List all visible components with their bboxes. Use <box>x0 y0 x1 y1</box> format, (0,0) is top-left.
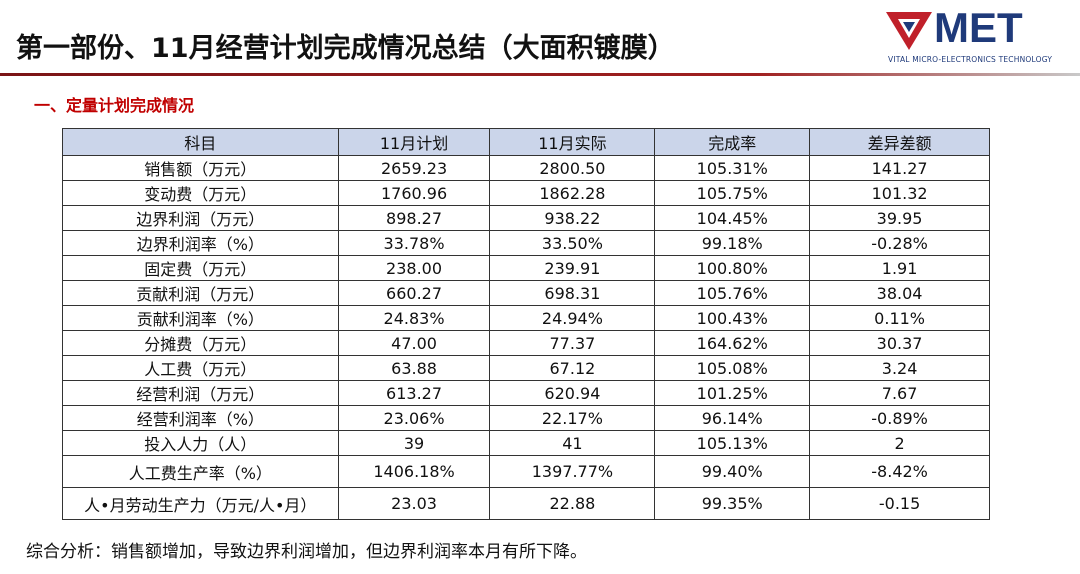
table-cell: 22.17% <box>489 405 656 431</box>
table-cell: 人工费（万元） <box>62 355 339 381</box>
table-cell: 经营利润率（%） <box>62 405 339 431</box>
table-cell: 7.67 <box>809 380 990 406</box>
table-cell: 23.03 <box>337 487 491 520</box>
table-cell: 938.22 <box>489 205 656 231</box>
table-cell: 人•月劳动生产力（万元/人•月） <box>62 487 339 520</box>
table-cell: 2659.23 <box>337 155 491 181</box>
table-cell: 分摊费（万元） <box>62 330 339 356</box>
table-row: 经营利润率（%） 23.06% 22.17% 96.14% -0.89% <box>62 405 990 431</box>
table-cell: 100.43% <box>654 305 811 331</box>
table-cell: 24.83% <box>337 305 491 331</box>
title-rule <box>0 73 1080 76</box>
table-cell: 39 <box>337 430 491 456</box>
column-header: 11月计划 <box>337 128 491 156</box>
table-cell: 105.76% <box>654 280 811 306</box>
table-row: 贡献利润率（%） 24.83% 24.94% 100.43% 0.11% <box>62 305 990 331</box>
table-cell: 620.94 <box>489 380 656 406</box>
logo-tagline: VITAL MICRO-ELECTRONICS TECHNOLOGY <box>888 55 1053 64</box>
table-cell: 投入人力（人） <box>62 430 339 456</box>
table-cell: 660.27 <box>337 280 491 306</box>
table-cell: 贡献利润（万元） <box>62 280 339 306</box>
logo-mark <box>886 12 932 50</box>
table-cell: -0.15 <box>809 487 990 520</box>
table-cell: 47.00 <box>337 330 491 356</box>
table-cell: 77.37 <box>489 330 656 356</box>
table-cell: 贡献利润率（%） <box>62 305 339 331</box>
logo-text: MET <box>934 4 1023 51</box>
table-cell: 固定费（万元） <box>62 255 339 281</box>
table-row: 边界利润（万元） 898.27 938.22 104.45% 39.95 <box>62 205 990 231</box>
column-header: 科目 <box>62 128 339 156</box>
table-cell: 22.88 <box>489 487 656 520</box>
table-cell: 100.80% <box>654 255 811 281</box>
table-row: 销售额（万元） 2659.23 2800.50 105.31% 141.27 <box>62 155 990 181</box>
table-cell: 23.06% <box>337 405 491 431</box>
table-cell: 经营利润（万元） <box>62 380 339 406</box>
table-row: 边界利润率（%） 33.78% 33.50% 99.18% -0.28% <box>62 230 990 256</box>
table-cell: 33.50% <box>489 230 656 256</box>
table-cell: 1397.77% <box>489 455 656 488</box>
table-row: 分摊费（万元） 47.00 77.37 164.62% 30.37 <box>62 330 990 356</box>
table-cell: 105.75% <box>654 180 811 206</box>
table-cell: 41 <box>489 430 656 456</box>
table-cell: 99.35% <box>654 487 811 520</box>
table-cell: 1.91 <box>809 255 990 281</box>
table-cell: 人工费生产率（%） <box>62 455 339 488</box>
table-cell: 104.45% <box>654 205 811 231</box>
table-cell: 238.00 <box>337 255 491 281</box>
table-row: 变动费（万元） 1760.96 1862.28 105.75% 101.32 <box>62 180 990 206</box>
table-cell: 239.91 <box>489 255 656 281</box>
table-cell: 2800.50 <box>489 155 656 181</box>
table-cell: 613.27 <box>337 380 491 406</box>
table-cell: 变动费（万元） <box>62 180 339 206</box>
table-cell: 2 <box>809 430 990 456</box>
table-cell: 99.40% <box>654 455 811 488</box>
plan-table: 科目 11月计划 11月实际 完成率 差异差额 销售额（万元） 2659.23 2800.50… <box>62 128 990 520</box>
table-row: 人工费（万元） 63.88 67.12 105.08% 3.24 <box>62 355 990 381</box>
table-cell: 1862.28 <box>489 180 656 206</box>
table-cell: 96.14% <box>654 405 811 431</box>
column-header: 完成率 <box>654 128 811 156</box>
table-cell: 101.32 <box>809 180 990 206</box>
table-cell: 164.62% <box>654 330 811 356</box>
table-row: 人工费生产率（%） 1406.18% 1397.77% 99.40% -8.42% <box>62 455 990 488</box>
table-cell: 边界利润率（%） <box>62 230 339 256</box>
table-cell: 99.18% <box>654 230 811 256</box>
table-cell: 105.13% <box>654 430 811 456</box>
table-cell: 141.27 <box>809 155 990 181</box>
table-cell: 1406.18% <box>337 455 491 488</box>
table-cell: 67.12 <box>489 355 656 381</box>
table-cell: 33.78% <box>337 230 491 256</box>
table-cell: 38.04 <box>809 280 990 306</box>
table-cell: 边界利润（万元） <box>62 205 339 231</box>
table-cell: 105.31% <box>654 155 811 181</box>
column-header: 11月实际 <box>489 128 656 156</box>
table-cell: 3.24 <box>809 355 990 381</box>
table-cell: 30.37 <box>809 330 990 356</box>
table-cell: 698.31 <box>489 280 656 306</box>
table-row: 贡献利润（万元） 660.27 698.31 105.76% 38.04 <box>62 280 990 306</box>
slide-title: 第一部份、11月经营计划完成情况总结（大面积镀膜） <box>16 33 675 64</box>
table-row: 人•月劳动生产力（万元/人•月） 23.03 22.88 99.35% -0.15 <box>62 487 990 520</box>
column-header: 差异差额 <box>809 128 990 156</box>
table-cell: 0.11% <box>809 305 990 331</box>
section-title: 一、定量计划完成情况 <box>34 96 195 115</box>
table-cell: 销售额（万元） <box>62 155 339 181</box>
summary: 综合分析：销售额增加，导致边界利润增加，但边界利润率本月有所下降。 <box>26 542 587 562</box>
table-cell: 24.94% <box>489 305 656 331</box>
table-cell: -0.89% <box>809 405 990 431</box>
table-cell: 105.08% <box>654 355 811 381</box>
table-cell: 101.25% <box>654 380 811 406</box>
table-row: 固定费（万元） 238.00 239.91 100.80% 1.91 <box>62 255 990 281</box>
table-cell: 63.88 <box>337 355 491 381</box>
table-cell: 898.27 <box>337 205 491 231</box>
table-row: 经营利润（万元） 613.27 620.94 101.25% 7.67 <box>62 380 990 406</box>
table-row: 投入人力（人） 39 41 105.13% 2 <box>62 430 990 456</box>
table-cell: 1760.96 <box>337 180 491 206</box>
table-cell: -8.42% <box>809 455 990 488</box>
header-row: 科目 11月计划 11月实际 完成率 差异差额 <box>62 128 990 156</box>
table-cell: -0.28% <box>809 230 990 256</box>
table-cell: 39.95 <box>809 205 990 231</box>
